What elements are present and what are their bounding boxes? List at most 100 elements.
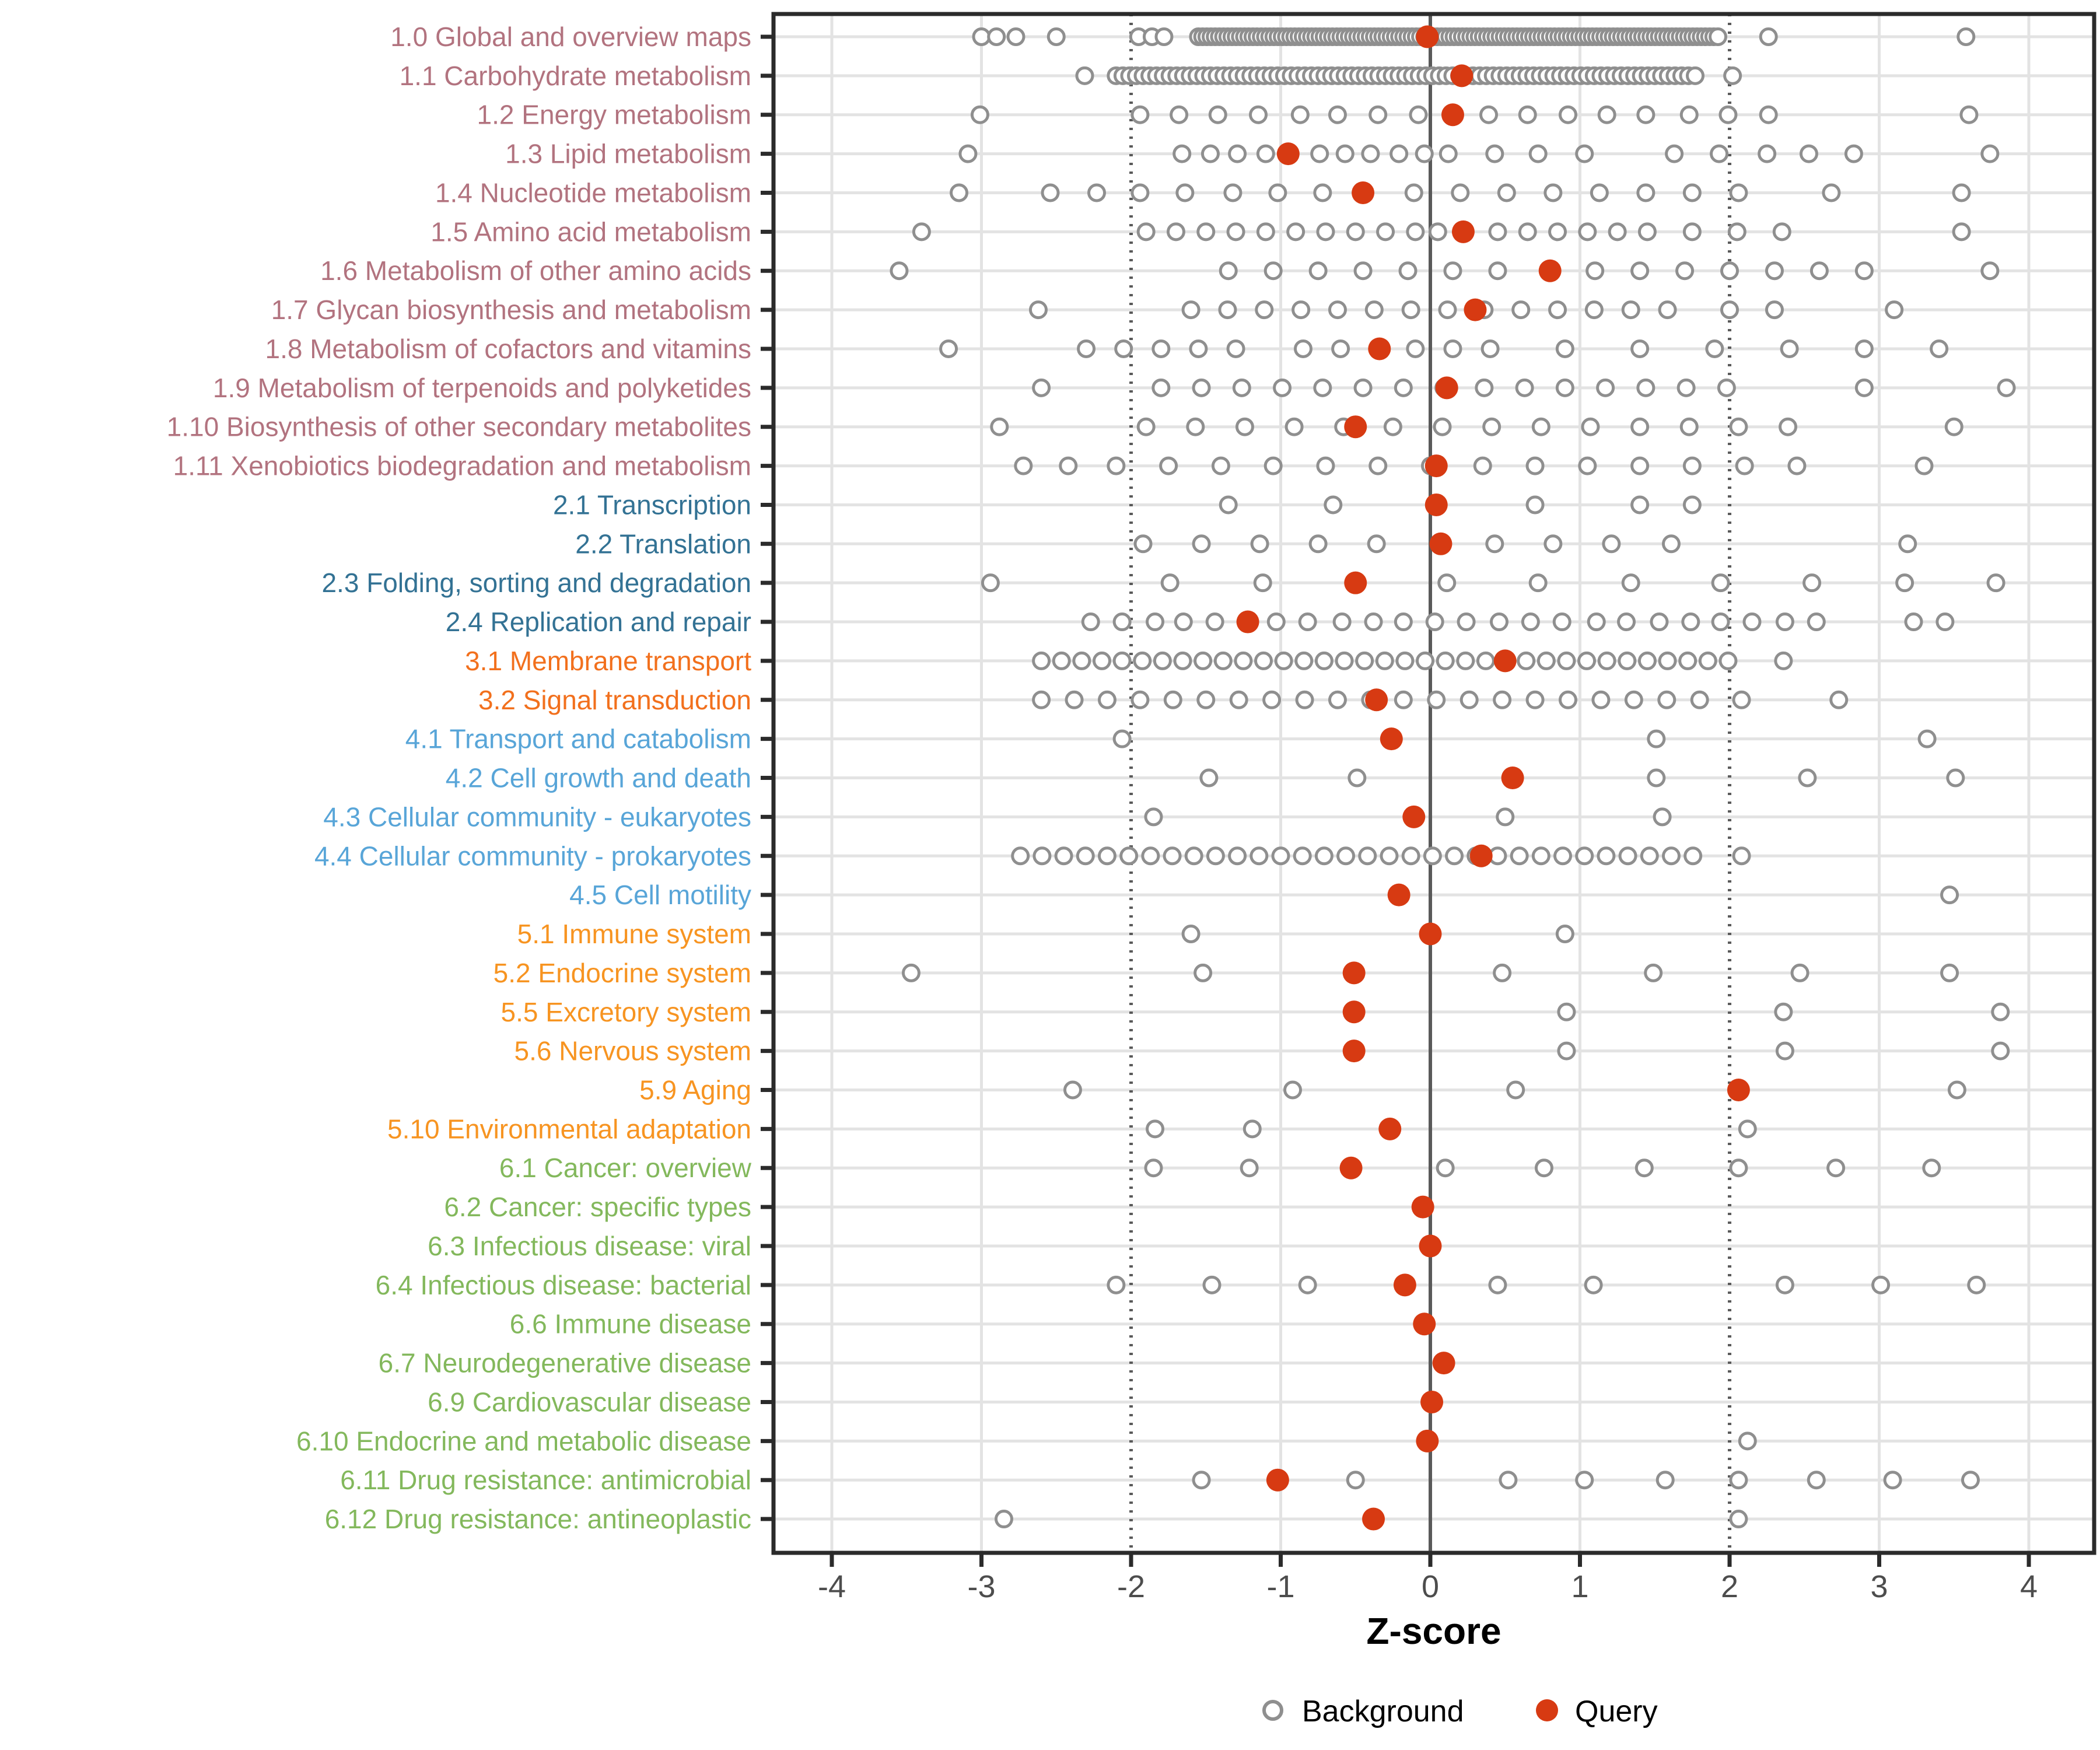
background-point — [1883, 1471, 1902, 1490]
background-point — [1313, 378, 1332, 397]
background-point — [1255, 300, 1274, 320]
background-point — [1428, 222, 1447, 242]
category-label: 4.4 Cellular community - prokaryotes — [314, 841, 751, 871]
background-point — [1544, 534, 1563, 554]
background-point — [1479, 105, 1499, 124]
background-point — [1228, 846, 1247, 866]
background-point — [970, 105, 989, 124]
background-point — [1682, 495, 1702, 514]
background-point — [1738, 1432, 1757, 1451]
x-tick-label: 2 — [1721, 1569, 1738, 1604]
background-point — [1152, 378, 1171, 397]
category-label: 1.1 Carbohydrate metabolism — [400, 61, 751, 91]
background-point — [1324, 495, 1343, 514]
background-point — [1425, 612, 1444, 632]
background-point — [1597, 651, 1616, 670]
background-point — [1711, 573, 1730, 593]
query-point — [1368, 337, 1391, 360]
background-point — [1445, 846, 1464, 866]
query-point — [1365, 688, 1388, 712]
legend-query-marker-icon — [1536, 1699, 1558, 1721]
category-label: 1.6 Metabolism of other amino acids — [320, 256, 751, 286]
background-point — [1395, 651, 1415, 670]
background-point — [1041, 183, 1060, 202]
background-point — [1256, 144, 1275, 163]
background-point — [1443, 261, 1462, 281]
background-point — [1555, 378, 1574, 397]
background-point — [1676, 378, 1696, 397]
query-point — [1424, 454, 1448, 478]
background-point — [1656, 1471, 1675, 1490]
background-point — [1063, 1080, 1082, 1100]
background-point — [1368, 456, 1388, 475]
background-point — [1107, 456, 1126, 475]
background-point — [1346, 1471, 1365, 1490]
background-point — [1658, 300, 1677, 320]
background-point — [1226, 222, 1245, 242]
background-point — [1904, 612, 1923, 632]
category-label: 4.5 Cell motility — [569, 880, 751, 910]
background-point — [1367, 534, 1386, 554]
background-point — [1698, 651, 1717, 670]
background-point — [1854, 378, 1874, 397]
category-label: 5.10 Environmental adaptation — [387, 1114, 751, 1144]
background-point — [1097, 846, 1116, 866]
background-point — [1917, 729, 1937, 748]
background-point — [1335, 144, 1354, 163]
x-tick-label: 3 — [1870, 1569, 1888, 1604]
background-point — [1092, 651, 1111, 670]
background-point — [1332, 612, 1352, 632]
background-point — [1172, 144, 1192, 163]
background-point — [1087, 183, 1107, 202]
background-point — [1192, 534, 1211, 554]
background-point — [1729, 417, 1748, 436]
background-point — [1738, 1119, 1757, 1139]
background-point — [1202, 1275, 1222, 1294]
background-point — [1361, 144, 1380, 163]
background-point — [1717, 378, 1736, 397]
background-point — [1555, 925, 1574, 944]
query-point — [1236, 610, 1259, 634]
background-point — [1314, 846, 1334, 866]
background-point — [1525, 456, 1545, 475]
x-tick-label: -2 — [1117, 1569, 1145, 1604]
background-point — [1006, 27, 1026, 46]
background-point — [994, 1510, 1013, 1529]
data-points-layer — [890, 25, 2016, 1531]
background-point — [1219, 261, 1238, 281]
background-point — [1485, 534, 1504, 554]
query-point — [1342, 1040, 1366, 1063]
background-point — [1438, 300, 1457, 320]
background-point — [1394, 378, 1413, 397]
background-point — [1952, 183, 1971, 202]
background-point — [1059, 456, 1078, 475]
background-point — [1283, 1080, 1303, 1100]
query-point — [1501, 766, 1524, 790]
background-point — [1146, 1119, 1165, 1139]
background-point — [1591, 690, 1611, 709]
background-point — [1967, 1275, 1986, 1294]
background-point — [1175, 183, 1195, 202]
background-point — [1460, 690, 1479, 709]
category-label: 2.3 Folding, sorting and degradation — [321, 568, 751, 598]
category-label: 5.5 Excretory system — [501, 997, 751, 1027]
background-point — [1163, 846, 1182, 866]
query-point — [1469, 844, 1493, 867]
background-point — [1961, 1471, 1980, 1490]
background-point — [950, 183, 969, 202]
background-point — [1584, 1275, 1603, 1294]
background-point — [1729, 1158, 1748, 1178]
category-label: 5.9 Aging — [639, 1074, 751, 1105]
background-point — [1807, 612, 1826, 632]
background-point — [1952, 222, 1971, 242]
background-point — [1226, 339, 1245, 358]
background-point — [1577, 651, 1597, 670]
background-point — [1534, 1158, 1553, 1178]
category-label: 1.9 Metabolism of terpenoids and polyket… — [213, 373, 751, 403]
background-point — [1298, 612, 1317, 632]
background-point — [1308, 534, 1328, 554]
query-point — [1416, 25, 1439, 48]
background-point — [1790, 963, 1810, 982]
background-point — [1991, 1002, 2010, 1021]
query-point — [1424, 493, 1448, 516]
